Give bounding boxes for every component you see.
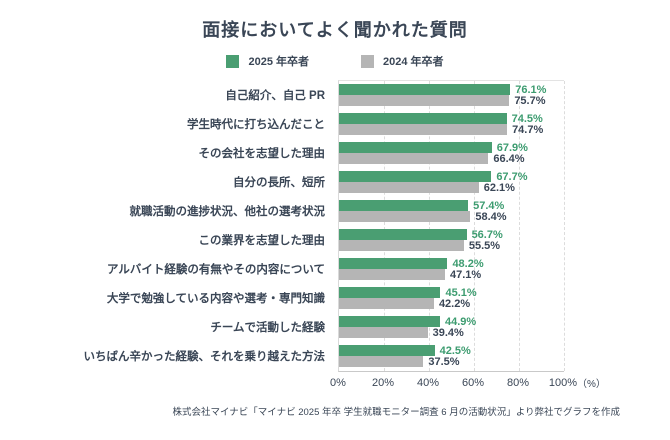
value-label-2025: 67.7%: [496, 170, 528, 183]
legend-item: 2025 年卒者: [226, 53, 309, 69]
x-axis-tick: 80%: [506, 377, 530, 389]
category-label: 自己紹介、自己 PR: [225, 89, 325, 102]
x-axis-tick: 40%: [416, 377, 440, 389]
bar-row: 48.2% 47.1%: [339, 255, 564, 284]
value-label-2025: 42.5%: [439, 344, 471, 357]
value-label-2024: 39.4%: [432, 326, 464, 339]
value-label-2024: 75.7%: [514, 94, 546, 107]
category-label: その会社を志望した理由: [198, 147, 326, 160]
source-note: 株式会社マイナビ「マイナビ 2025 年卒 学生就職モニター調査 6 月の活動状…: [172, 407, 620, 418]
bar-row: 45.1% 42.2%: [339, 284, 564, 313]
x-axis-tick: 100%: [548, 377, 578, 389]
bar-2024: 47.1%: [339, 269, 481, 281]
value-label-2025: 48.2%: [452, 257, 484, 270]
legend-label: 2025 年卒者: [248, 56, 309, 68]
bar-2024: 75.7%: [339, 95, 546, 107]
value-label-2025: 76.1%: [515, 83, 547, 96]
gridline: [474, 81, 475, 371]
plot-area: 76.1% 75.7% 74.5% 74.7% 67.9% 66.4% 67.7% 62.1%…: [338, 80, 565, 372]
value-label-2024: 66.4%: [493, 152, 525, 165]
value-label-2024: 42.2%: [438, 297, 471, 310]
category-label: 大学で勉強している内容や選考・専門知識: [106, 292, 325, 305]
value-label-2024: 58.4%: [475, 210, 507, 223]
bar-2025: 76.1%: [339, 84, 546, 96]
bar-2025: 44.9%: [339, 316, 476, 328]
bar-2024: 62.1%: [339, 182, 515, 194]
legend-swatch-icon: [361, 54, 374, 68]
bar-row: 74.5% 74.7%: [339, 110, 564, 139]
category-label: 自分の長所、短所: [233, 176, 325, 189]
bar-2024: 66.4%: [339, 153, 525, 165]
value-label-2024: 37.5%: [428, 355, 460, 368]
value-label-2025: 74.5%: [511, 112, 543, 125]
category-label: この業界を志望した理由: [198, 234, 326, 247]
category-label: 学生時代に打ち込んだこと: [187, 118, 325, 131]
value-label-2025: 44.9%: [445, 315, 477, 328]
bar-row: 56.7% 55.5%: [339, 226, 564, 255]
bar-row: 67.7% 62.1%: [339, 168, 564, 197]
category-label: アルバイト経験の有無やその内容について: [106, 263, 325, 276]
bar-2024: 74.7%: [339, 124, 543, 136]
legend: 2025 年卒者 2024 年卒者: [0, 53, 670, 69]
bar-2025: 42.5%: [339, 345, 471, 357]
bar-row: 57.4% 58.4%: [339, 197, 564, 226]
bar-row: 76.1% 75.7%: [339, 81, 564, 110]
category-label: 就職活動の進捗状況、他社の選考状況: [129, 205, 326, 218]
gridline: [564, 81, 565, 371]
category-labels: 自己紹介、自己 PR 学生時代に打ち込んだことその会社を志望した理由自分の長所、短…: [0, 80, 332, 370]
category-label: チームで活動した経験: [210, 321, 325, 334]
bar-2025: 67.7%: [339, 171, 528, 183]
value-label-2025: 56.7%: [471, 228, 503, 241]
x-axis-tick: 0%: [330, 377, 346, 389]
legend-item: 2024 年卒者: [361, 53, 444, 69]
value-label-2024: 62.1%: [483, 181, 515, 194]
bar-2025: 74.5%: [339, 113, 543, 125]
bar-2025: 48.2%: [339, 258, 484, 270]
bar-2025: 45.1%: [339, 287, 477, 299]
value-label-2025: 57.4%: [473, 199, 505, 212]
axis-unit-label: （%）: [577, 379, 606, 390]
gridline: [384, 81, 385, 371]
bar-row: 44.9% 39.4%: [339, 313, 564, 342]
bar-2025: 56.7%: [339, 229, 503, 241]
x-axis: （%） 0% 20% 40% 60% 80% 100%: [330, 377, 606, 391]
value-label-2024: 74.7%: [512, 123, 544, 136]
chart-title: 面接においてよく聞かれた質問: [202, 20, 468, 40]
bar-row: 67.9% 66.4%: [339, 139, 564, 168]
bar-2024: 42.2%: [339, 298, 470, 310]
legend-label: 2024 年卒者: [383, 56, 444, 68]
x-axis-tick: 20%: [371, 377, 395, 389]
value-label-2024: 55.5%: [468, 239, 501, 252]
bar-2024: 55.5%: [339, 240, 500, 252]
legend-swatch-icon: [226, 54, 240, 68]
bar-2025: 57.4%: [339, 200, 504, 212]
bar-2024: 58.4%: [339, 211, 507, 223]
bar-2024: 39.4%: [339, 327, 464, 339]
bar-2025: 67.9%: [339, 142, 528, 154]
value-label-2024: 47.1%: [449, 268, 482, 281]
x-axis-tick: 60%: [461, 377, 485, 389]
gridline: [519, 81, 520, 371]
value-label-2025: 67.9%: [496, 141, 528, 154]
gridline: [429, 81, 430, 371]
bar-2024: 37.5%: [339, 356, 460, 368]
category-label: いちばん辛かった経験、それを乗り越えた方法: [83, 350, 326, 363]
value-label-2025: 45.1%: [445, 286, 477, 299]
bar-row: 42.5% 37.5%: [339, 342, 564, 371]
